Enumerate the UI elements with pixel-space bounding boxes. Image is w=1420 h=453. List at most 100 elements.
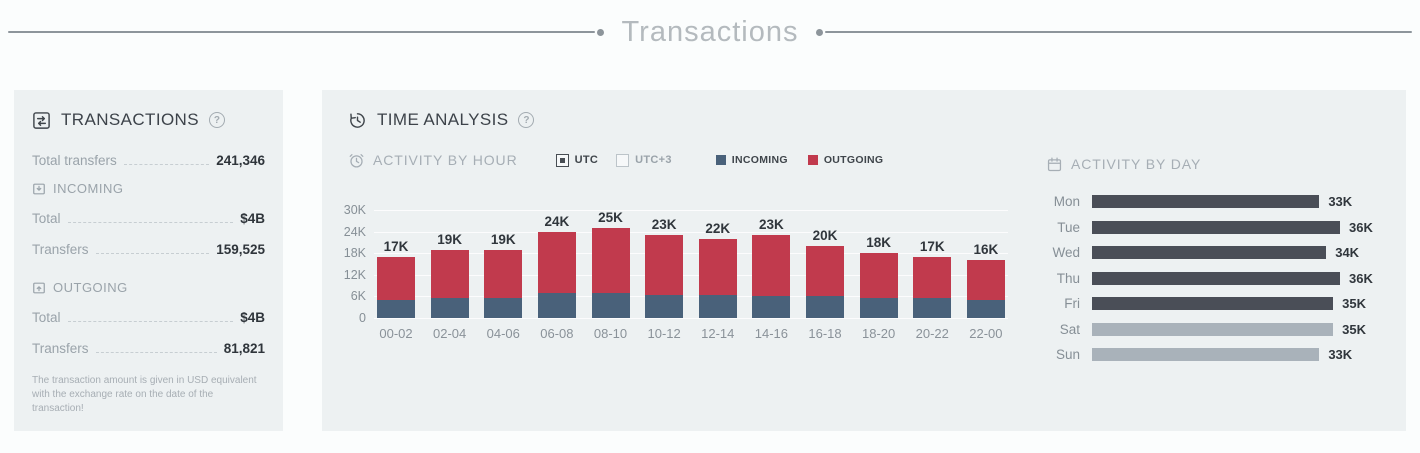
dotted-leader — [67, 321, 234, 322]
day-bar[interactable] — [1092, 322, 1334, 336]
divider-dot — [816, 28, 824, 36]
help-icon[interactable]: ? — [518, 112, 535, 128]
hour-chart-plot: 17K 00-02 19K 02-04 19K 04-06 24K 06-08 25K 08-10… — [374, 210, 1008, 341]
bar-total-label: 19K — [437, 231, 463, 247]
day-value-label: 35K — [1342, 321, 1366, 337]
day-label: Sat — [1059, 321, 1080, 337]
hour-bar[interactable]: 23K 14-16 — [751, 210, 791, 341]
hour-bar[interactable]: 20K 16-18 — [805, 210, 845, 341]
activity-by-hour-title: ACTIVITY BY HOUR — [373, 152, 518, 168]
day-bar[interactable] — [1092, 297, 1334, 310]
transactions-panel-title: TRANSACTIONS — [61, 110, 199, 129]
bar-total-label: 17K — [383, 238, 409, 254]
day-value-label: 34K — [1335, 245, 1360, 260]
transfers-icon — [32, 111, 51, 130]
timezone-label: UTC+3 — [635, 154, 672, 166]
timezone-option[interactable]: UTC+3 — [616, 153, 672, 167]
legend-swatch — [807, 155, 818, 165]
day-label: Tue — [1057, 219, 1080, 235]
subhead-label: OUTGOING — [53, 280, 128, 295]
timezone-label: UTC — [574, 154, 599, 166]
incoming-heading: INCOMING — [32, 181, 265, 196]
incoming-segment — [484, 298, 523, 318]
hour-bar[interactable]: 17K 20-22 — [912, 210, 952, 341]
stat-label: Total — [32, 211, 61, 226]
hour-bar[interactable]: 25K 08-10 — [591, 210, 631, 341]
incoming-total-row: Total $4B — [32, 210, 265, 227]
bar-total-label: 18K — [866, 235, 892, 251]
incoming-segment — [752, 296, 791, 318]
x-axis-label: 10-12 — [647, 326, 681, 341]
bar-total-label: 23K — [651, 217, 677, 233]
alarm-clock-icon — [348, 152, 365, 169]
day-label: Thu — [1056, 270, 1080, 286]
legend-swatch — [715, 155, 726, 165]
divider-line — [825, 31, 1412, 33]
x-axis-label: 14-16 — [754, 326, 788, 341]
x-axis-label: 06-08 — [540, 326, 574, 341]
footnote: The transaction amount is given in USD e… — [32, 375, 257, 414]
day-bar[interactable] — [1092, 195, 1320, 208]
hour-bar[interactable]: 22K 12-14 — [698, 210, 738, 341]
day-bar[interactable] — [1092, 246, 1327, 259]
checkbox-icon — [616, 153, 630, 167]
hour-bar[interactable]: 19K 02-04 — [430, 210, 470, 341]
day-bar[interactable] — [1092, 348, 1320, 361]
hour-controls-row: ACTIVITY BY HOUR UTC UTC+3 INCOMING — [348, 150, 1028, 170]
day-row: Sat 35K — [1046, 321, 1386, 337]
hour-chart-grid — [374, 210, 1008, 319]
gridline — [374, 296, 1008, 298]
outgoing-segment — [752, 235, 791, 297]
activity-by-day-header: ACTIVITY BY DAY — [1046, 154, 1386, 174]
help-icon[interactable]: ? — [208, 112, 225, 128]
stat-label: Total transfers — [32, 153, 117, 168]
gridline — [374, 253, 1008, 255]
outgoing-segment — [430, 249, 469, 299]
day-value-label: 33K — [1328, 194, 1353, 209]
gridline — [374, 210, 1008, 211]
stat-value: $4B — [240, 310, 265, 325]
stat-value: 159,525 — [216, 242, 265, 257]
outgoing-segment — [698, 238, 737, 295]
divider-line — [8, 31, 595, 33]
calendar-icon — [1046, 156, 1063, 173]
hour-bar[interactable]: 18K 18-20 — [859, 210, 899, 341]
timezone-option[interactable]: UTC — [555, 153, 599, 167]
day-bar[interactable] — [1092, 271, 1340, 285]
hour-bar[interactable]: 17K 00-02 — [376, 210, 416, 341]
transactions-panel-header: TRANSACTIONS ? — [32, 110, 265, 130]
outgoing-segment — [913, 256, 952, 299]
dotted-leader — [123, 164, 210, 165]
stat-value: 81,821 — [223, 341, 265, 356]
hour-bar[interactable]: 23K 10-12 — [644, 210, 684, 341]
incoming-segment — [806, 296, 844, 318]
divider-dot — [596, 28, 604, 36]
incoming-segment — [859, 298, 898, 318]
hour-bar[interactable]: 19K 04-06 — [483, 210, 523, 341]
y-tick-label: 30K — [343, 203, 366, 217]
subhead-label: INCOMING — [53, 181, 124, 196]
bar-total-label: 16K — [973, 242, 999, 258]
hour-bar[interactable]: 16K 22-00 — [966, 210, 1006, 341]
stat-label: Transfers — [32, 341, 89, 356]
outgoing-segment — [859, 253, 898, 299]
y-tick-label: 0 — [359, 311, 366, 325]
dotted-leader — [67, 222, 234, 223]
incoming-segment — [591, 292, 630, 318]
bar-total-label: 20K — [812, 228, 838, 243]
hour-bar[interactable]: 24K 06-08 — [537, 210, 577, 341]
activity-by-hour-block: ACTIVITY BY HOUR UTC UTC+3 INCOMING — [344, 150, 1028, 341]
stat-value: 241,346 — [216, 153, 265, 168]
day-row: Mon 33K — [1046, 194, 1386, 209]
dotted-leader — [95, 253, 210, 254]
day-label: Sun — [1055, 347, 1080, 362]
day-row: Thu 36K — [1046, 270, 1386, 286]
day-row: Fri 35K — [1046, 296, 1386, 311]
outgoing-segment — [591, 228, 630, 293]
bar-total-label: 23K — [758, 217, 784, 233]
day-row: Wed 34K — [1046, 245, 1386, 260]
gridline — [374, 231, 1008, 233]
day-bar[interactable] — [1092, 220, 1340, 234]
outgoing-total-row: Total $4B — [32, 309, 265, 326]
